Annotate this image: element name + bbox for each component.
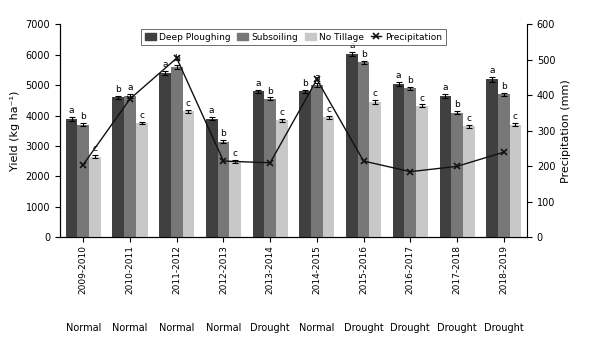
- Bar: [276, 120, 288, 237]
- Precipitation: [220, 159, 227, 163]
- Precipitation: [313, 77, 320, 82]
- Text: b: b: [174, 54, 180, 64]
- Bar: [66, 119, 77, 237]
- Bar: [264, 99, 276, 237]
- Text: b: b: [116, 85, 121, 94]
- Bar: [358, 62, 370, 237]
- Bar: [498, 94, 510, 237]
- Text: a: a: [396, 71, 401, 80]
- Bar: [89, 157, 101, 237]
- Precipitation: [500, 150, 507, 154]
- Text: c: c: [139, 111, 144, 120]
- Bar: [206, 119, 217, 237]
- Y-axis label: Yield (kg ha⁻¹): Yield (kg ha⁻¹): [10, 91, 20, 171]
- Text: a: a: [443, 83, 448, 92]
- Text: a: a: [489, 66, 495, 75]
- Bar: [510, 125, 521, 237]
- Precipitation: [80, 163, 87, 167]
- Precipitation: [407, 170, 414, 174]
- Text: b: b: [302, 79, 308, 88]
- Bar: [404, 88, 416, 237]
- Text: a: a: [209, 106, 214, 116]
- Bar: [113, 97, 124, 237]
- Bar: [171, 67, 183, 237]
- Bar: [77, 125, 89, 237]
- Text: b: b: [501, 82, 507, 91]
- Bar: [393, 84, 404, 237]
- Legend: Deep Ploughing, Subsoiling, No Tillage, Precipitation: Deep Ploughing, Subsoiling, No Tillage, …: [141, 29, 446, 45]
- Precipitation: [126, 97, 134, 101]
- Text: c: c: [186, 99, 191, 108]
- Bar: [229, 161, 241, 237]
- Text: a: a: [256, 79, 261, 88]
- Bar: [217, 142, 229, 237]
- Precipitation: [360, 159, 367, 163]
- Text: a: a: [314, 73, 320, 82]
- Text: c: c: [279, 108, 285, 117]
- Text: b: b: [267, 87, 273, 96]
- Bar: [416, 106, 428, 237]
- Text: a: a: [127, 83, 133, 92]
- Text: c: c: [232, 149, 238, 158]
- Text: b: b: [454, 100, 460, 109]
- Bar: [300, 91, 311, 237]
- Text: b: b: [361, 50, 367, 59]
- Text: c: c: [326, 105, 331, 114]
- Bar: [463, 126, 474, 237]
- Text: a: a: [349, 41, 355, 50]
- Precipitation: [453, 164, 461, 169]
- Bar: [323, 117, 334, 237]
- Text: a: a: [162, 60, 168, 69]
- Bar: [124, 96, 136, 237]
- Bar: [486, 79, 498, 237]
- Bar: [136, 123, 147, 237]
- Bar: [370, 102, 381, 237]
- Bar: [440, 96, 451, 237]
- Bar: [311, 85, 323, 237]
- Precipitation: [267, 161, 274, 165]
- Text: c: c: [466, 114, 471, 123]
- Text: c: c: [373, 89, 378, 98]
- Text: b: b: [80, 112, 86, 121]
- Line: Precipitation: Precipitation: [80, 55, 507, 175]
- Text: c: c: [419, 94, 425, 103]
- Bar: [253, 91, 264, 237]
- Bar: [451, 113, 463, 237]
- Text: b: b: [407, 76, 413, 85]
- Precipitation: [173, 56, 180, 60]
- Text: c: c: [513, 112, 518, 121]
- Y-axis label: Precipitation (mm): Precipitation (mm): [561, 79, 571, 183]
- Bar: [346, 54, 358, 237]
- Bar: [183, 111, 194, 237]
- Text: b: b: [220, 129, 226, 138]
- Text: a: a: [69, 106, 74, 115]
- Bar: [159, 73, 171, 237]
- Text: c: c: [92, 144, 98, 153]
